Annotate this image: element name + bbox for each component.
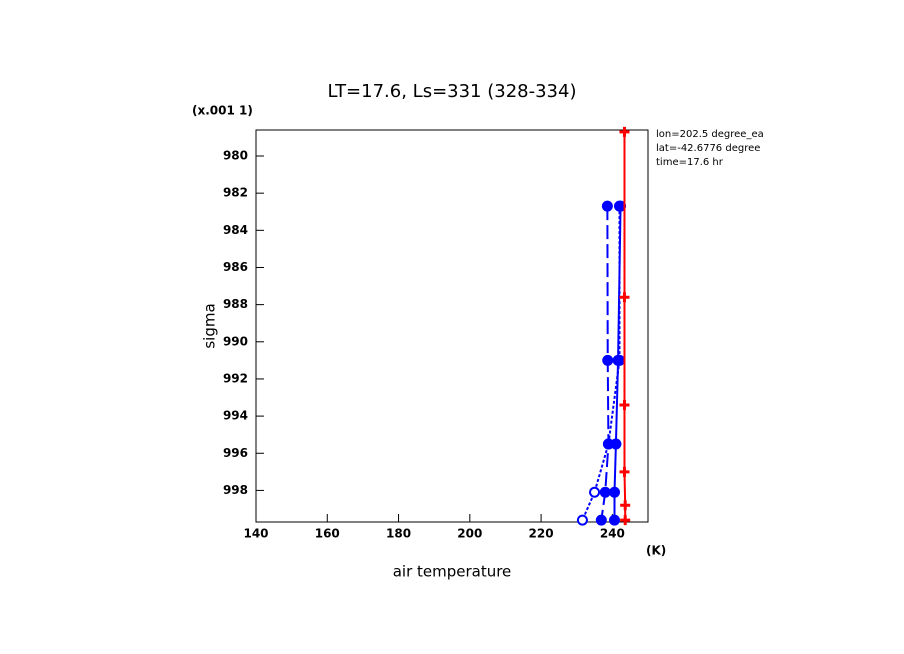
y-tick-label: 994 bbox=[223, 409, 248, 423]
x-tick-label: 180 bbox=[386, 527, 411, 541]
y-tick-label: 984 bbox=[223, 223, 248, 237]
y-tick-label: 988 bbox=[223, 297, 248, 311]
data-point bbox=[610, 438, 622, 450]
data-point bbox=[609, 486, 621, 498]
y-tick-label: 990 bbox=[223, 334, 248, 348]
plot-frame bbox=[255, 129, 649, 523]
data-point bbox=[609, 514, 621, 526]
annotation: lat=-42.6776 degree bbox=[656, 143, 760, 154]
data-point bbox=[602, 354, 614, 366]
series-line bbox=[623, 131, 627, 521]
x-tick-label: 240 bbox=[600, 527, 625, 541]
data-point bbox=[589, 486, 601, 498]
y-tick-label: 996 bbox=[223, 446, 248, 460]
data-point bbox=[619, 466, 630, 477]
y-tick-label: 998 bbox=[223, 483, 248, 497]
data-point bbox=[619, 292, 630, 303]
annotation: time=17.6 hr bbox=[656, 157, 724, 168]
data-point bbox=[619, 126, 630, 137]
x-tick-label: 140 bbox=[243, 527, 268, 541]
y-tick-label: 986 bbox=[223, 260, 248, 274]
data-point bbox=[576, 514, 588, 526]
x-axis-label: air temperature bbox=[393, 563, 512, 581]
annotation: lon=202.5 degree_ea bbox=[656, 129, 764, 140]
data-point bbox=[595, 514, 607, 526]
y-tick-label: 992 bbox=[223, 371, 248, 385]
data-point bbox=[612, 354, 624, 366]
y-axis-label: sigma bbox=[201, 303, 219, 348]
data-point bbox=[620, 500, 631, 511]
x-tick-label: 200 bbox=[457, 527, 482, 541]
x-tick-label: 160 bbox=[315, 527, 340, 541]
data-point bbox=[620, 515, 631, 526]
y-tick-label: 982 bbox=[223, 186, 248, 200]
y-scale-note: (x.001 1) bbox=[192, 104, 253, 118]
data-point bbox=[619, 399, 630, 410]
x-units: (K) bbox=[646, 544, 666, 558]
data-point bbox=[599, 486, 611, 498]
y-tick-label: 980 bbox=[223, 149, 248, 163]
chart-title: LT=17.6, Ls=331 (328-334) bbox=[328, 81, 577, 102]
data-point bbox=[601, 200, 613, 212]
x-tick-label: 220 bbox=[529, 527, 554, 541]
